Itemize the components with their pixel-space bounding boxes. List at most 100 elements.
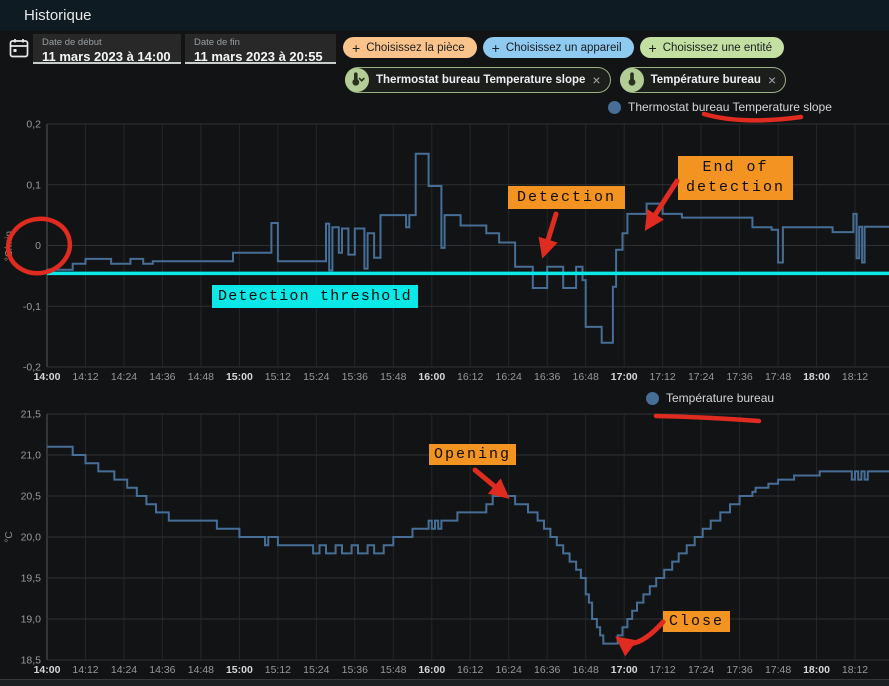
svg-text:15:48: 15:48 [380, 664, 406, 676]
svg-text:14:00: 14:00 [34, 664, 61, 676]
svg-text:18:00: 18:00 [803, 664, 830, 676]
page-title: Historique [24, 7, 92, 24]
svg-text:14:36: 14:36 [149, 371, 175, 383]
choose-area-label: Choisissez la pièce [366, 41, 465, 54]
legend-thermostat-slope[interactable]: Thermostat bureau Temperature slope [608, 100, 832, 114]
svg-text:16:48: 16:48 [573, 371, 599, 383]
end-date-picker[interactable]: Date de fin 11 mars 2023 à 20:55 [185, 34, 336, 64]
plus-icon: + [648, 39, 657, 56]
svg-text:16:48: 16:48 [573, 664, 599, 676]
temperature-chart[interactable]: 14:00 14:12 14:24 14:36 14:48 15:00 15:12 15:24… [0, 390, 889, 686]
svg-text:18:12: 18:12 [842, 664, 868, 676]
svg-text:-0,1: -0,1 [23, 301, 41, 313]
svg-text:18,5: 18,5 [21, 655, 42, 667]
svg-text:0,2: 0,2 [26, 119, 41, 131]
svg-text:17:00: 17:00 [611, 371, 638, 383]
svg-text:17:48: 17:48 [765, 664, 791, 676]
chip-label: Température bureau [650, 74, 761, 86]
end-of-detection-annotation-label: End of detection [678, 156, 794, 200]
plus-icon: + [352, 39, 361, 56]
svg-text:15:48: 15:48 [380, 371, 406, 383]
svg-text:14:36: 14:36 [149, 664, 175, 676]
choose-entity-button[interactable]: + Choisissez une entité [639, 37, 785, 58]
end-of-detection-line2: detection [686, 179, 786, 196]
plus-icon: + [491, 39, 500, 56]
end-of-detection-line1: End of [702, 159, 769, 176]
slope-chart[interactable]: 14:00 14:12 14:24 14:36 14:48 15:00 15:12 15:24… [0, 96, 889, 390]
svg-text:0,1: 0,1 [26, 179, 41, 191]
series-color-dot [646, 391, 659, 405]
svg-text:°C: °C [4, 531, 15, 542]
svg-text:17:24: 17:24 [688, 664, 714, 676]
legend-label: Température bureau [666, 391, 775, 405]
svg-text:0: 0 [35, 240, 41, 252]
start-date-value: 11 mars 2023 à 14:00 [42, 49, 171, 64]
svg-text:16:00: 16:00 [418, 371, 445, 383]
threshold-annotation-label: Detection threshold [212, 285, 418, 308]
svg-text:16:12: 16:12 [457, 371, 483, 383]
selected-entity-chips: Thermostat bureau Temperature slope × Te… [345, 67, 787, 93]
svg-text:16:24: 16:24 [496, 664, 522, 676]
filter-buttons: + Choisissez la pièce + Choisissez un ap… [343, 37, 785, 58]
svg-text:16:36: 16:36 [534, 371, 560, 383]
svg-text:17:12: 17:12 [649, 371, 675, 383]
legend-temperature-bureau[interactable]: Température bureau [646, 391, 774, 405]
svg-text:15:36: 15:36 [342, 664, 368, 676]
thermometer-icon [619, 68, 644, 92]
svg-text:17:36: 17:36 [726, 371, 752, 383]
close-annotation-label: Close [663, 611, 731, 632]
series-color-dot [608, 100, 621, 114]
svg-text:15:12: 15:12 [265, 371, 291, 383]
svg-text:20,0: 20,0 [21, 532, 42, 544]
svg-text:21,0: 21,0 [21, 450, 42, 462]
calendar-icon [9, 39, 29, 58]
svg-text:17:00: 17:00 [611, 664, 638, 676]
chip-temperature-bureau[interactable]: Température bureau × [619, 67, 787, 93]
choose-area-button[interactable]: + Choisissez la pièce [343, 37, 477, 58]
svg-text:17:36: 17:36 [726, 664, 752, 676]
svg-text:17:48: 17:48 [765, 371, 791, 383]
svg-text:17:24: 17:24 [688, 371, 714, 383]
svg-text:14:48: 14:48 [188, 371, 214, 383]
svg-text:15:24: 15:24 [303, 664, 329, 676]
svg-text:16:12: 16:12 [457, 664, 483, 676]
chip-thermostat-slope[interactable]: Thermostat bureau Temperature slope × [345, 67, 611, 93]
svg-text:14:24: 14:24 [111, 664, 137, 676]
start-date-label: Date de début [42, 37, 102, 48]
legend-label: Thermostat bureau Temperature slope [628, 100, 832, 114]
svg-text:16:36: 16:36 [534, 664, 560, 676]
svg-text:16:00: 16:00 [418, 664, 445, 676]
svg-text:17:12: 17:12 [649, 664, 675, 676]
svg-text:14:12: 14:12 [72, 371, 98, 383]
svg-text:16:24: 16:24 [496, 371, 522, 383]
svg-text:15:24: 15:24 [303, 371, 329, 383]
svg-text:15:12: 15:12 [265, 664, 291, 676]
svg-text:19,0: 19,0 [21, 614, 42, 626]
thermometer-icon [345, 68, 369, 92]
svg-text:14:00: 14:00 [34, 371, 61, 383]
svg-text:18:00: 18:00 [803, 371, 830, 383]
svg-text:14:24: 14:24 [111, 371, 137, 383]
svg-text:15:00: 15:00 [226, 664, 253, 676]
svg-text:14:48: 14:48 [188, 664, 214, 676]
svg-text:15:00: 15:00 [226, 371, 253, 383]
app-header: Historique [0, 0, 889, 31]
svg-text:14:12: 14:12 [72, 664, 98, 676]
svg-text:19,5: 19,5 [21, 573, 42, 585]
close-icon[interactable]: × [767, 72, 777, 88]
svg-text:21,5: 21,5 [21, 409, 42, 421]
end-date-value: 11 mars 2023 à 20:55 [194, 49, 323, 64]
bottom-edge-strip [0, 679, 889, 686]
close-icon[interactable]: × [592, 72, 601, 88]
opening-annotation-label: Opening [429, 444, 517, 465]
svg-text:18:12: 18:12 [842, 371, 868, 383]
choose-device-button[interactable]: + Choisissez un appareil [482, 37, 634, 58]
start-date-picker[interactable]: Date de début 11 mars 2023 à 14:00 [33, 34, 181, 64]
svg-text:20,5: 20,5 [21, 491, 42, 503]
svg-text:15:36: 15:36 [342, 371, 368, 383]
choose-entity-label: Choisissez une entité [662, 41, 773, 54]
choose-device-label: Choisissez un appareil [505, 41, 622, 54]
chip-label: Thermostat bureau Temperature slope [376, 74, 586, 86]
end-date-label: Date de fin [194, 37, 240, 48]
